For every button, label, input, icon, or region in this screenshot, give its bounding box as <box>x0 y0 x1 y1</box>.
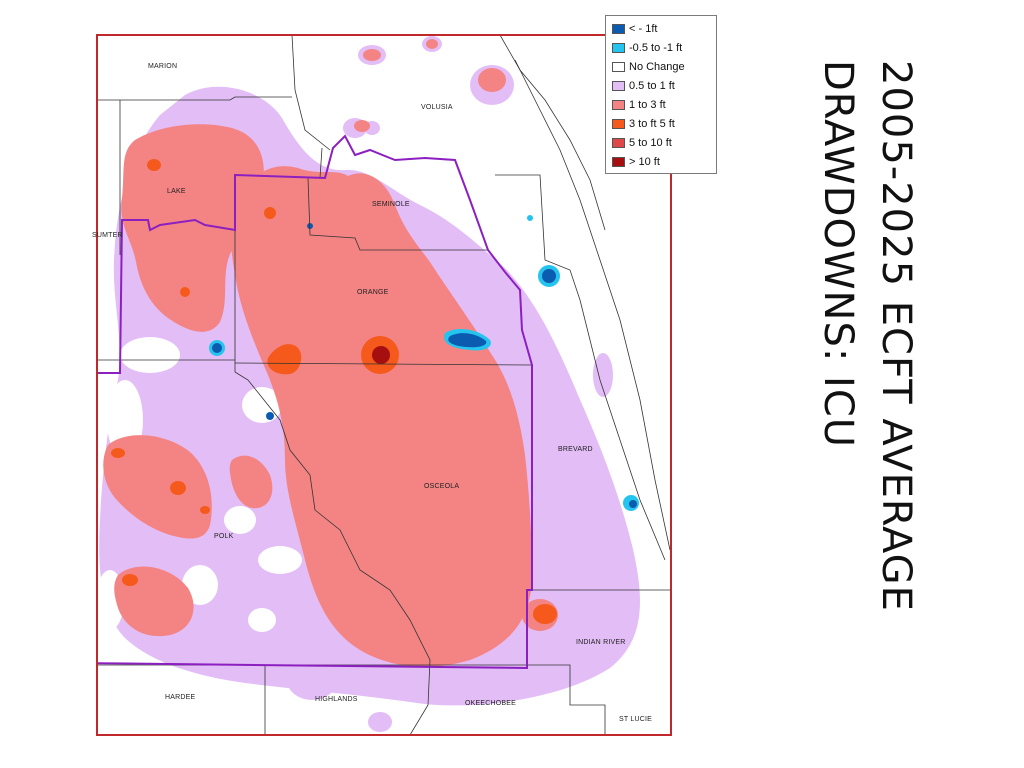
legend-label: -0.5 to -1 ft <box>629 41 683 54</box>
county-label-marion: MARION <box>148 63 177 70</box>
zone-negative <box>209 215 639 511</box>
county-label-st-lucie: ST LUCIE <box>619 716 652 723</box>
legend-label: 1 to 3 ft <box>629 98 666 111</box>
legend-swatch <box>612 137 625 148</box>
legend-label: 5 to 10 ft <box>629 136 672 149</box>
legend-swatch <box>612 23 625 34</box>
county-label-osceola: OSCEOLA <box>424 483 459 490</box>
county-label-polk: POLK <box>214 533 234 540</box>
county-label-orange: ORANGE <box>357 289 389 296</box>
county-label-sumter: SUMTER <box>92 232 123 239</box>
legend-item: -0.5 to -1 ft <box>612 38 710 57</box>
legend-swatch <box>612 156 625 167</box>
legend-swatch <box>612 99 625 110</box>
legend-item: < - 1ft <box>612 19 710 38</box>
zone-over-10ft <box>372 346 390 364</box>
county-label-lake: LAKE <box>167 188 186 195</box>
legend-item: 3 to ft 5 ft <box>612 114 710 133</box>
title-line-2: DRAWDOWNS: ICU <box>815 60 861 449</box>
legend-item: 1 to 3 ft <box>612 95 710 114</box>
legend-label: No Change <box>629 60 685 73</box>
county-label-indian-river: INDIAN RIVER <box>576 639 625 646</box>
legend-label: 3 to ft 5 ft <box>629 117 675 130</box>
model-boundary <box>97 134 533 670</box>
county-label-brevard: BREVARD <box>558 446 593 453</box>
zone-no-change <box>97 337 302 632</box>
legend-item: 0.5 to 1 ft <box>612 76 710 95</box>
county-label-hardee: HARDEE <box>165 694 196 701</box>
legend-swatch <box>612 42 625 53</box>
legend-swatch <box>612 61 625 72</box>
county-lines <box>97 35 671 735</box>
legend-item: No Change <box>612 57 710 76</box>
map-frame <box>96 34 672 736</box>
legend-label: > 10 ft <box>629 155 660 168</box>
slide-title: 2005-2025 ECFT AVERAGE DRAWDOWNS: ICU <box>785 60 925 670</box>
legend-swatch <box>612 80 625 91</box>
slide-title-rotated: 2005-2025 ECFT AVERAGE DRAWDOWNS: ICU <box>809 60 925 670</box>
title-line-1: 2005-2025 ECFT AVERAGE <box>873 60 919 612</box>
legend-swatch <box>612 118 625 129</box>
county-label-highlands: HIGHLANDS <box>315 696 358 703</box>
map-legend: < - 1ft -0.5 to -1 ft No Change 0.5 to 1… <box>605 15 717 174</box>
legend-item: 5 to 10 ft <box>612 133 710 152</box>
county-label-okeechobee: OKEECHOBEE <box>465 700 516 707</box>
county-label-volusia: VOLUSIA <box>421 104 453 111</box>
legend-item: > 10 ft <box>612 152 710 171</box>
legend-label: < - 1ft <box>629 22 658 35</box>
county-labels: MARION VOLUSIA LAKE SUMTER SEMINOLE ORAN… <box>92 63 652 723</box>
legend-label: 0.5 to 1 ft <box>629 79 675 92</box>
county-label-seminole: SEMINOLE <box>372 201 410 208</box>
zone-1-to-3ft <box>103 39 558 667</box>
